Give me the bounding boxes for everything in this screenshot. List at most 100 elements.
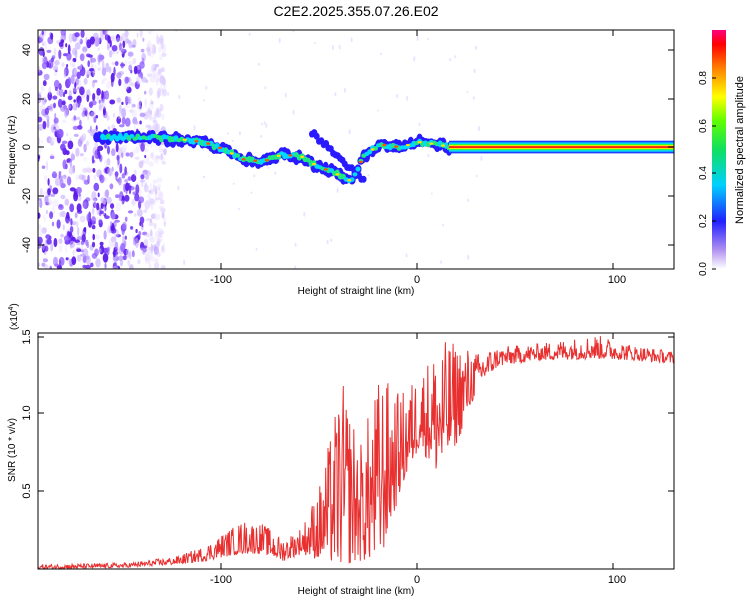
noise-blob bbox=[250, 191, 253, 194]
noise-blob bbox=[38, 47, 45, 56]
noise-blob bbox=[89, 129, 95, 137]
noise-blob bbox=[133, 238, 137, 246]
noise-blob bbox=[159, 75, 162, 84]
noise-blob bbox=[151, 151, 155, 161]
noise-blob bbox=[95, 36, 101, 43]
noise-blob bbox=[109, 99, 116, 105]
noise-blob bbox=[134, 156, 140, 160]
noise-blob bbox=[158, 230, 165, 235]
noise-blob bbox=[144, 155, 147, 158]
noise-blob bbox=[58, 238, 63, 245]
spectrogram-frame bbox=[37, 29, 675, 270]
noise-blob bbox=[87, 60, 90, 68]
noise-blob bbox=[338, 44, 341, 50]
noise-blob bbox=[47, 188, 51, 196]
noise-blob bbox=[127, 51, 134, 57]
noise-blob bbox=[146, 43, 150, 49]
noise-blob bbox=[94, 154, 98, 159]
noise-blob bbox=[58, 204, 63, 208]
ridge-peak bbox=[253, 159, 258, 162]
noise-blob bbox=[151, 116, 157, 123]
noise-blob bbox=[163, 217, 167, 226]
noise-blob bbox=[38, 155, 41, 160]
noise-blob bbox=[52, 187, 59, 195]
noise-blob bbox=[48, 86, 51, 95]
noise-blob bbox=[120, 61, 124, 69]
noise-blob bbox=[157, 183, 162, 189]
noise-blob bbox=[57, 98, 63, 108]
noise-blob bbox=[50, 141, 54, 146]
noise-blob bbox=[138, 231, 142, 236]
noise-blob bbox=[58, 171, 62, 175]
noise-blob bbox=[64, 244, 68, 253]
noise-blob bbox=[69, 164, 73, 175]
noise-blob bbox=[148, 161, 155, 167]
noise-blob bbox=[60, 210, 66, 218]
noise-blob bbox=[99, 210, 104, 215]
noise-blob bbox=[121, 50, 125, 58]
noise-blob bbox=[129, 109, 134, 113]
noise-blob bbox=[79, 64, 83, 71]
noise-blob bbox=[152, 179, 159, 184]
noise-blob bbox=[125, 117, 131, 127]
noise-blob bbox=[126, 86, 132, 94]
noise-blob bbox=[47, 178, 50, 186]
noise-blob bbox=[61, 119, 67, 124]
noise-blob bbox=[53, 65, 59, 72]
noise-blob bbox=[149, 74, 155, 83]
noise-blob bbox=[109, 183, 114, 190]
noise-blob bbox=[73, 99, 76, 103]
noise-blob bbox=[145, 254, 148, 262]
noise-blob bbox=[117, 158, 120, 166]
noise-blob bbox=[473, 68, 476, 74]
noise-blob bbox=[132, 234, 135, 240]
noise-blob bbox=[66, 52, 72, 61]
noise-blob bbox=[137, 77, 142, 85]
noise-blob bbox=[76, 71, 81, 80]
noise-blob bbox=[111, 62, 115, 65]
top-y-tick-label: 0 bbox=[21, 144, 33, 150]
noise-blob bbox=[158, 191, 164, 200]
noise-blob bbox=[292, 109, 295, 115]
noise-blob bbox=[74, 82, 77, 88]
noise-blob bbox=[430, 192, 433, 195]
noise-blob bbox=[41, 227, 47, 234]
noise-blob bbox=[50, 32, 54, 40]
noise-blob bbox=[147, 250, 153, 259]
noise-blob bbox=[96, 88, 101, 96]
noise-blob bbox=[78, 100, 81, 107]
noise-blob bbox=[148, 190, 151, 194]
noise-blob bbox=[76, 186, 82, 194]
noise-blob bbox=[149, 230, 153, 236]
noise-blob bbox=[68, 232, 72, 239]
noise-layer bbox=[38, 30, 483, 269]
noise-blob bbox=[96, 95, 100, 101]
noise-blob bbox=[124, 216, 128, 222]
noise-blob bbox=[79, 53, 85, 62]
noise-blob bbox=[79, 153, 84, 157]
multiplier-base: (x10 bbox=[9, 310, 20, 330]
noise-blob bbox=[56, 265, 63, 269]
noise-blob bbox=[138, 100, 142, 110]
noise-blob bbox=[135, 74, 141, 84]
noise-blob bbox=[260, 135, 263, 138]
noise-blob bbox=[92, 206, 95, 216]
noise-blob bbox=[156, 252, 161, 257]
signal-ridge bbox=[93, 129, 674, 185]
noise-blob bbox=[118, 177, 122, 186]
noise-blob bbox=[70, 153, 75, 161]
noise-blob bbox=[92, 233, 95, 241]
noise-blob bbox=[124, 76, 129, 84]
noise-blob bbox=[121, 144, 128, 152]
noise-blob bbox=[38, 93, 42, 104]
noise-blob bbox=[50, 138, 56, 144]
noise-blob bbox=[58, 88, 64, 97]
bottom-y-ticks bbox=[38, 336, 674, 492]
noise-blob bbox=[94, 234, 101, 240]
noise-blob bbox=[149, 183, 152, 191]
noise-blob bbox=[122, 40, 126, 49]
noise-blob bbox=[75, 101, 78, 108]
bottom-x-tick-label: 0 bbox=[414, 574, 420, 586]
noise-blob bbox=[467, 198, 470, 202]
